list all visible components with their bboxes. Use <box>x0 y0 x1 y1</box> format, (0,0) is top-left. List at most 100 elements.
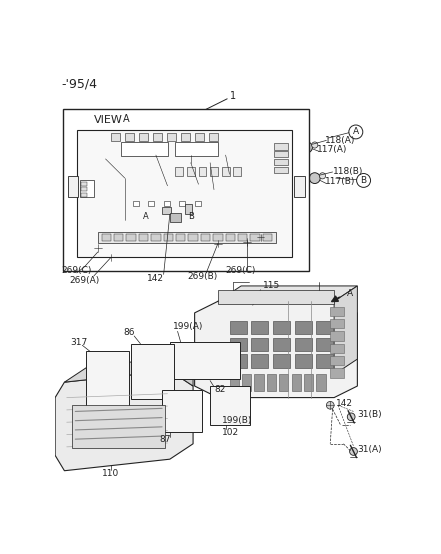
Bar <box>274 151 288 157</box>
Polygon shape <box>55 371 193 471</box>
Bar <box>316 337 333 351</box>
Circle shape <box>243 238 251 246</box>
Text: 269(C): 269(C) <box>61 266 92 275</box>
Bar <box>194 134 204 141</box>
Text: B: B <box>360 176 366 185</box>
Text: 102: 102 <box>222 428 239 437</box>
Circle shape <box>302 142 312 153</box>
Bar <box>250 234 260 242</box>
Bar <box>222 167 229 176</box>
Bar <box>273 337 290 351</box>
Polygon shape <box>64 355 193 382</box>
Bar <box>273 321 290 335</box>
Bar <box>175 167 183 176</box>
Bar <box>67 176 78 197</box>
Bar <box>330 343 344 353</box>
Bar <box>148 201 154 206</box>
Bar <box>210 386 250 424</box>
Circle shape <box>350 448 357 455</box>
Bar <box>121 142 168 156</box>
Text: A: A <box>143 212 149 221</box>
Bar <box>77 130 292 257</box>
Bar <box>274 167 288 173</box>
Text: 87: 87 <box>160 435 171 444</box>
Bar <box>185 203 191 214</box>
Bar <box>187 167 194 176</box>
Bar <box>151 234 161 242</box>
Text: 269(B): 269(B) <box>187 272 217 281</box>
Bar <box>188 234 198 242</box>
Bar <box>167 134 176 141</box>
Text: 199(A): 199(A) <box>173 322 203 331</box>
Bar <box>330 331 344 341</box>
Bar <box>267 375 276 392</box>
Bar <box>101 234 111 242</box>
Bar <box>181 134 190 141</box>
Bar <box>229 321 247 335</box>
Bar <box>292 375 301 392</box>
Bar <box>125 134 134 141</box>
Bar <box>295 355 312 368</box>
Bar <box>127 234 136 242</box>
Bar <box>162 390 202 432</box>
Text: VIEW: VIEW <box>94 115 123 125</box>
Circle shape <box>257 234 264 242</box>
Polygon shape <box>170 355 193 386</box>
Bar <box>316 321 333 335</box>
Circle shape <box>107 254 115 261</box>
Bar <box>133 201 139 206</box>
Bar <box>170 213 181 222</box>
Bar <box>210 167 218 176</box>
Bar <box>251 355 268 368</box>
Bar <box>72 406 165 448</box>
Bar <box>316 375 325 392</box>
Bar <box>194 201 201 206</box>
Bar <box>179 201 185 206</box>
Bar <box>294 176 305 197</box>
Polygon shape <box>334 286 357 375</box>
Bar <box>274 143 288 150</box>
Bar <box>139 134 148 141</box>
Bar <box>131 343 174 399</box>
Text: 86: 86 <box>123 327 135 337</box>
Bar <box>279 375 288 392</box>
Polygon shape <box>218 286 357 301</box>
Bar <box>164 201 170 206</box>
Text: B: B <box>188 212 194 221</box>
Bar <box>238 234 247 242</box>
Bar <box>295 337 312 351</box>
Bar <box>209 134 218 141</box>
Bar <box>251 321 268 335</box>
Text: 269(A): 269(A) <box>69 276 99 285</box>
Bar <box>263 234 272 242</box>
Bar <box>86 351 129 407</box>
Bar <box>218 290 334 304</box>
Bar <box>330 368 344 378</box>
Text: 31(A): 31(A) <box>357 445 382 454</box>
Text: A: A <box>353 127 359 136</box>
Bar <box>139 234 148 242</box>
Bar <box>80 181 94 197</box>
Bar <box>63 109 309 270</box>
Bar <box>213 234 223 242</box>
Bar <box>198 167 206 176</box>
Text: 117(B): 117(B) <box>325 177 355 187</box>
Text: A: A <box>123 114 130 124</box>
Text: 82: 82 <box>214 386 225 394</box>
Bar <box>273 355 290 368</box>
Text: 1: 1 <box>229 91 235 101</box>
Bar <box>330 319 344 329</box>
Text: 117(A): 117(A) <box>317 145 348 154</box>
Bar <box>330 356 344 365</box>
Bar <box>242 375 251 392</box>
Bar <box>274 159 288 165</box>
Bar <box>316 355 333 368</box>
Bar <box>82 182 87 186</box>
Text: -'95/4: -'95/4 <box>61 77 97 90</box>
Circle shape <box>312 142 318 148</box>
Bar <box>111 134 120 141</box>
Bar <box>304 375 313 392</box>
Text: 142: 142 <box>336 399 353 408</box>
Text: 317: 317 <box>71 337 88 347</box>
Circle shape <box>348 413 355 420</box>
